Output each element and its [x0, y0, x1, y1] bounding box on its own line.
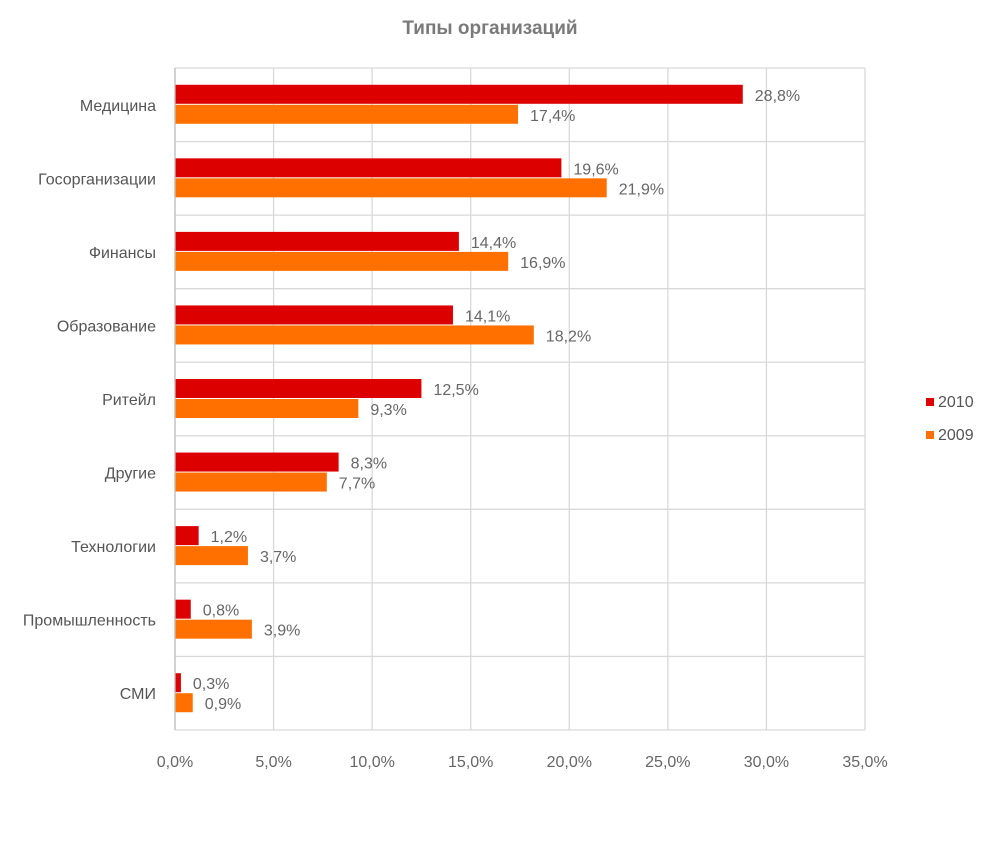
- category-label: Госорганизации: [38, 171, 156, 188]
- chart-title: Типы организаций: [402, 18, 578, 39]
- bar-2009: [175, 693, 193, 713]
- bar-2009: [175, 104, 519, 124]
- category-label: Промышленность: [23, 613, 156, 630]
- x-tick-label: 15,0%: [448, 754, 493, 771]
- bar-2009: [175, 399, 359, 418]
- data-label: 0,9%: [205, 696, 241, 713]
- x-tick-label: 0,0%: [157, 754, 193, 771]
- bar-2010: [175, 673, 181, 693]
- bar-2010: [175, 379, 422, 398]
- data-label: 14,4%: [471, 235, 516, 252]
- x-tick-label: 25,0%: [645, 754, 690, 771]
- x-tick-label: 5,0%: [255, 754, 291, 771]
- data-label: 9,3%: [370, 402, 406, 419]
- category-label: Другие: [105, 466, 156, 483]
- data-label: 19,6%: [573, 161, 618, 178]
- bar-2009: [175, 546, 248, 566]
- data-label: 17,4%: [530, 108, 575, 125]
- legend-swatch: [926, 398, 934, 406]
- data-label: 3,7%: [260, 549, 296, 566]
- category-label: Финансы: [89, 245, 156, 262]
- data-label: 21,9%: [619, 181, 664, 198]
- bar-2009: [175, 325, 534, 345]
- data-label: 3,9%: [264, 623, 300, 640]
- legend-label: 2009: [938, 427, 974, 444]
- data-label: 1,2%: [211, 529, 247, 546]
- bar-2010: [175, 526, 199, 546]
- data-label: 7,7%: [339, 476, 375, 493]
- bar-2010: [175, 305, 453, 325]
- bar-2009: [175, 251, 509, 271]
- data-label: 18,2%: [546, 328, 591, 345]
- legend-swatch: [926, 431, 934, 439]
- data-label: 16,9%: [520, 255, 565, 272]
- bar-2010: [175, 599, 191, 619]
- data-label: 28,8%: [755, 88, 800, 105]
- data-label: 14,1%: [465, 308, 510, 325]
- category-label: Медицина: [80, 98, 156, 115]
- bar-2010: [175, 231, 459, 251]
- category-label: Образование: [57, 318, 156, 335]
- data-label: 8,3%: [351, 456, 387, 473]
- bar-2009: [175, 178, 607, 198]
- data-label: 0,3%: [193, 676, 229, 693]
- x-tick-label: 20,0%: [547, 754, 592, 771]
- bar-2009: [175, 472, 327, 492]
- x-tick-label: 30,0%: [744, 754, 789, 771]
- category-label: Ритейл: [102, 392, 156, 409]
- x-tick-label: 35,0%: [842, 754, 887, 771]
- bar-2010: [175, 452, 339, 472]
- data-label: 0,8%: [203, 603, 239, 620]
- bar-2009: [175, 619, 252, 639]
- data-label: 12,5%: [433, 382, 478, 399]
- bar-2010: [175, 84, 743, 104]
- category-label: СМИ: [120, 686, 156, 703]
- bar-2010: [175, 158, 562, 178]
- legend-label: 2010: [938, 394, 974, 411]
- category-label: Технологии: [71, 539, 156, 556]
- x-tick-label: 10,0%: [349, 754, 394, 771]
